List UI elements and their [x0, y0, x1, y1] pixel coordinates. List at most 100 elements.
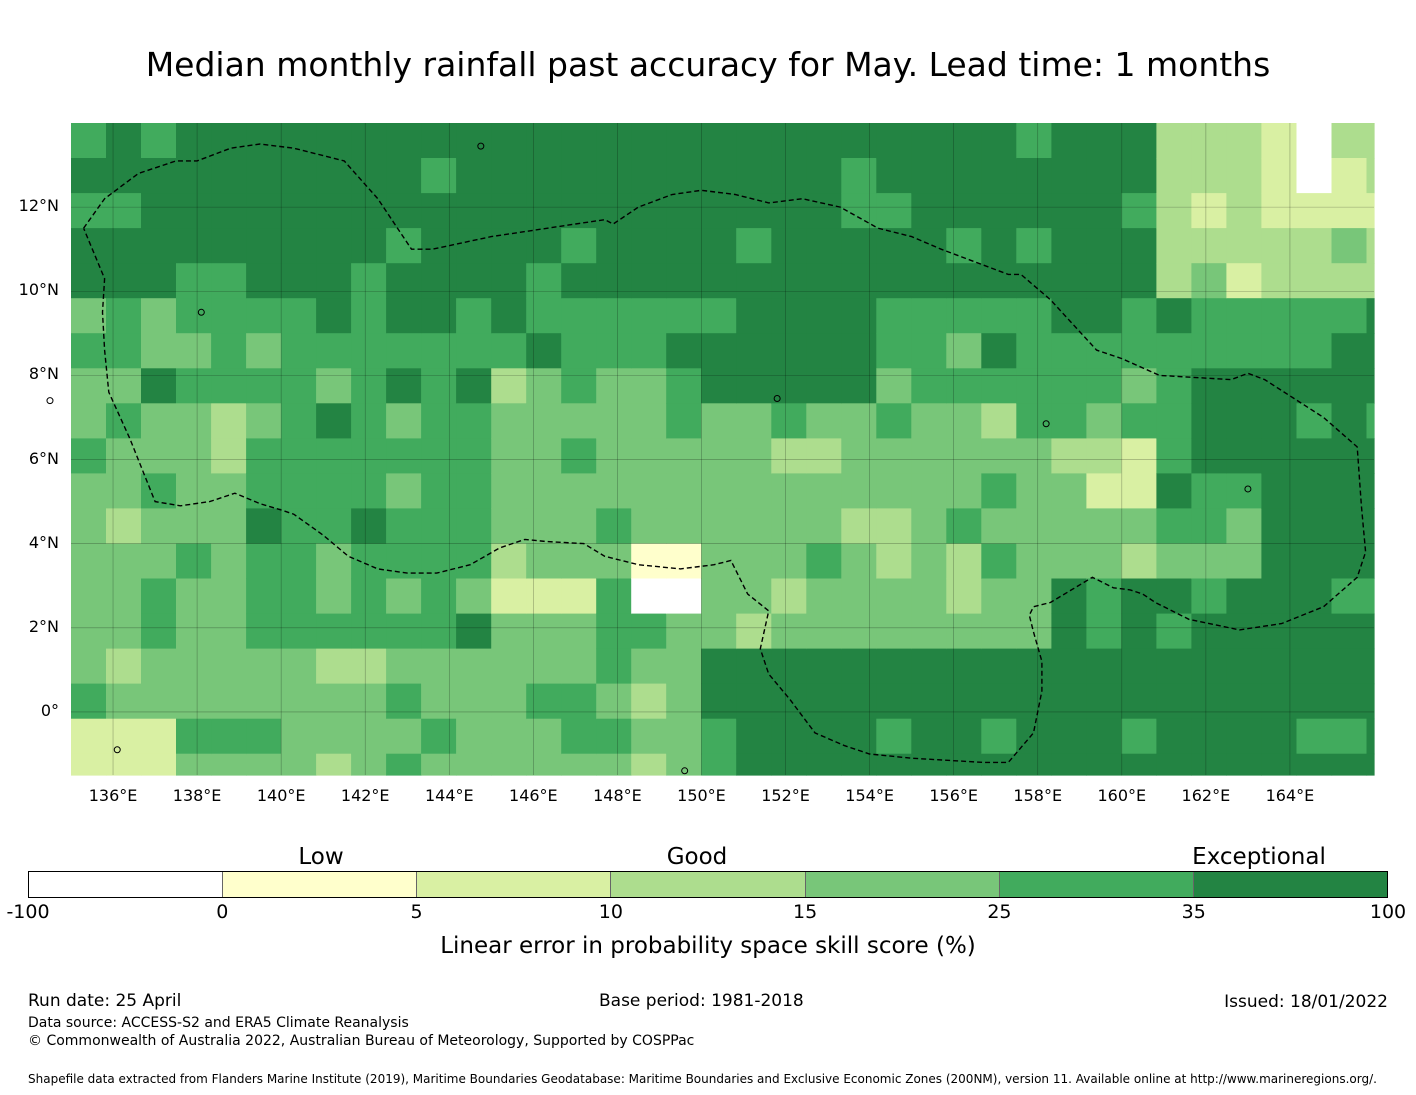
skill-cell: [666, 578, 702, 615]
skill-cell: [1156, 438, 1192, 474]
skill-cell: [106, 578, 142, 615]
skill-cell: [596, 123, 632, 159]
skill-cell: [1121, 753, 1157, 776]
skill-cell: [281, 228, 317, 264]
skill-cell: [211, 333, 247, 369]
skill-cell: [176, 368, 212, 404]
skill-cell: [1366, 508, 1375, 544]
skill-cell: [141, 333, 177, 369]
skill-cell: [176, 263, 212, 299]
skill-cell: [526, 543, 562, 580]
skill-cell: [106, 683, 142, 720]
longitude-label: 140°E: [256, 786, 306, 805]
colorbar-tick-label: 100: [1369, 901, 1407, 923]
skill-cell: [491, 298, 527, 334]
skill-cell: [351, 228, 387, 264]
skill-cell: [876, 228, 912, 264]
skill-cell: [561, 228, 597, 264]
skill-cell: [631, 473, 667, 509]
skill-cell: [211, 403, 247, 439]
skill-cell: [456, 753, 492, 776]
skill-cell: [596, 263, 632, 299]
skill-cell: [1191, 123, 1227, 159]
colorbar-segment: [999, 872, 1194, 897]
skill-cell: [386, 193, 422, 229]
skill-cell: [841, 578, 877, 615]
skill-cell: [526, 718, 562, 755]
skill-cell: [981, 753, 1017, 776]
skill-cell: [561, 648, 597, 685]
skill-cell: [631, 753, 667, 776]
skill-cell: [806, 543, 842, 580]
skill-cell: [526, 648, 562, 685]
skill-cell: [1051, 718, 1087, 755]
skill-cell: [631, 298, 667, 334]
skill-cell: [841, 438, 877, 474]
skill-cell: [631, 263, 667, 299]
skill-cell: [1191, 298, 1227, 334]
skill-cell: [631, 543, 667, 580]
latitude-label: 12°N: [18, 196, 59, 216]
skill-cell: [1191, 473, 1227, 509]
skill-cell: [491, 333, 527, 369]
skill-cell: [666, 648, 702, 685]
skill-cell: [701, 648, 737, 685]
skill-cell: [246, 613, 282, 650]
skill-cell: [211, 368, 247, 404]
colorbar-tick-label: 15: [793, 901, 818, 923]
skill-cell: [71, 403, 107, 439]
skill-cell: [771, 613, 807, 650]
skill-cell: [946, 473, 982, 509]
skill-cell: [456, 578, 492, 615]
skill-cell: [246, 368, 282, 404]
skill-cell: [141, 158, 177, 194]
skill-cell: [771, 298, 807, 334]
skill-cell: [211, 473, 247, 509]
skill-cell: [561, 403, 597, 439]
skill-cell: [771, 438, 807, 474]
skill-cell: [491, 718, 527, 755]
skill-cell: [386, 298, 422, 334]
skill-cell: [1086, 333, 1122, 369]
skill-cell: [176, 438, 212, 474]
skill-cell: [316, 298, 352, 334]
skill-cell: [911, 613, 947, 650]
skill-cell: [1296, 718, 1333, 755]
skill-cell: [386, 263, 422, 299]
skill-cell: [1016, 683, 1052, 720]
skill-cell: [211, 123, 247, 159]
skill-cell: [841, 473, 877, 509]
skill-cell: [1191, 648, 1227, 685]
skill-cell: [911, 648, 947, 685]
colorbar: [28, 871, 1388, 898]
skill-cell: [631, 228, 667, 264]
skill-cell: [246, 438, 282, 474]
skill-cell: [316, 333, 352, 369]
skill-cell: [106, 438, 142, 474]
skill-cell: [1051, 613, 1087, 650]
skill-cell: [981, 613, 1017, 650]
skill-cell: [876, 683, 912, 720]
skill-cell: [176, 578, 212, 615]
latitude-label: 6°N: [28, 448, 59, 468]
skill-cell: [351, 543, 387, 580]
legend-category-exceptional: Exceptional: [1192, 844, 1326, 870]
skill-cell: [561, 298, 597, 334]
skill-cell: [736, 648, 772, 685]
skill-cell: [876, 613, 912, 650]
skill-cell: [316, 228, 352, 264]
skill-cell: [1191, 683, 1227, 720]
skill-cell: [526, 298, 562, 334]
skill-cell: [841, 613, 877, 650]
skill-cell: [946, 158, 982, 194]
skill-cell: [701, 683, 737, 720]
skill-cell: [526, 438, 562, 474]
skill-cell: [946, 333, 982, 369]
skill-cell: [666, 543, 702, 580]
skill-cell: [771, 263, 807, 299]
skill-cell: [281, 333, 317, 369]
skill-cell: [1121, 263, 1157, 299]
skill-cell: [911, 228, 947, 264]
skill-cell: [1261, 753, 1297, 776]
island-outline: [477, 142, 485, 150]
